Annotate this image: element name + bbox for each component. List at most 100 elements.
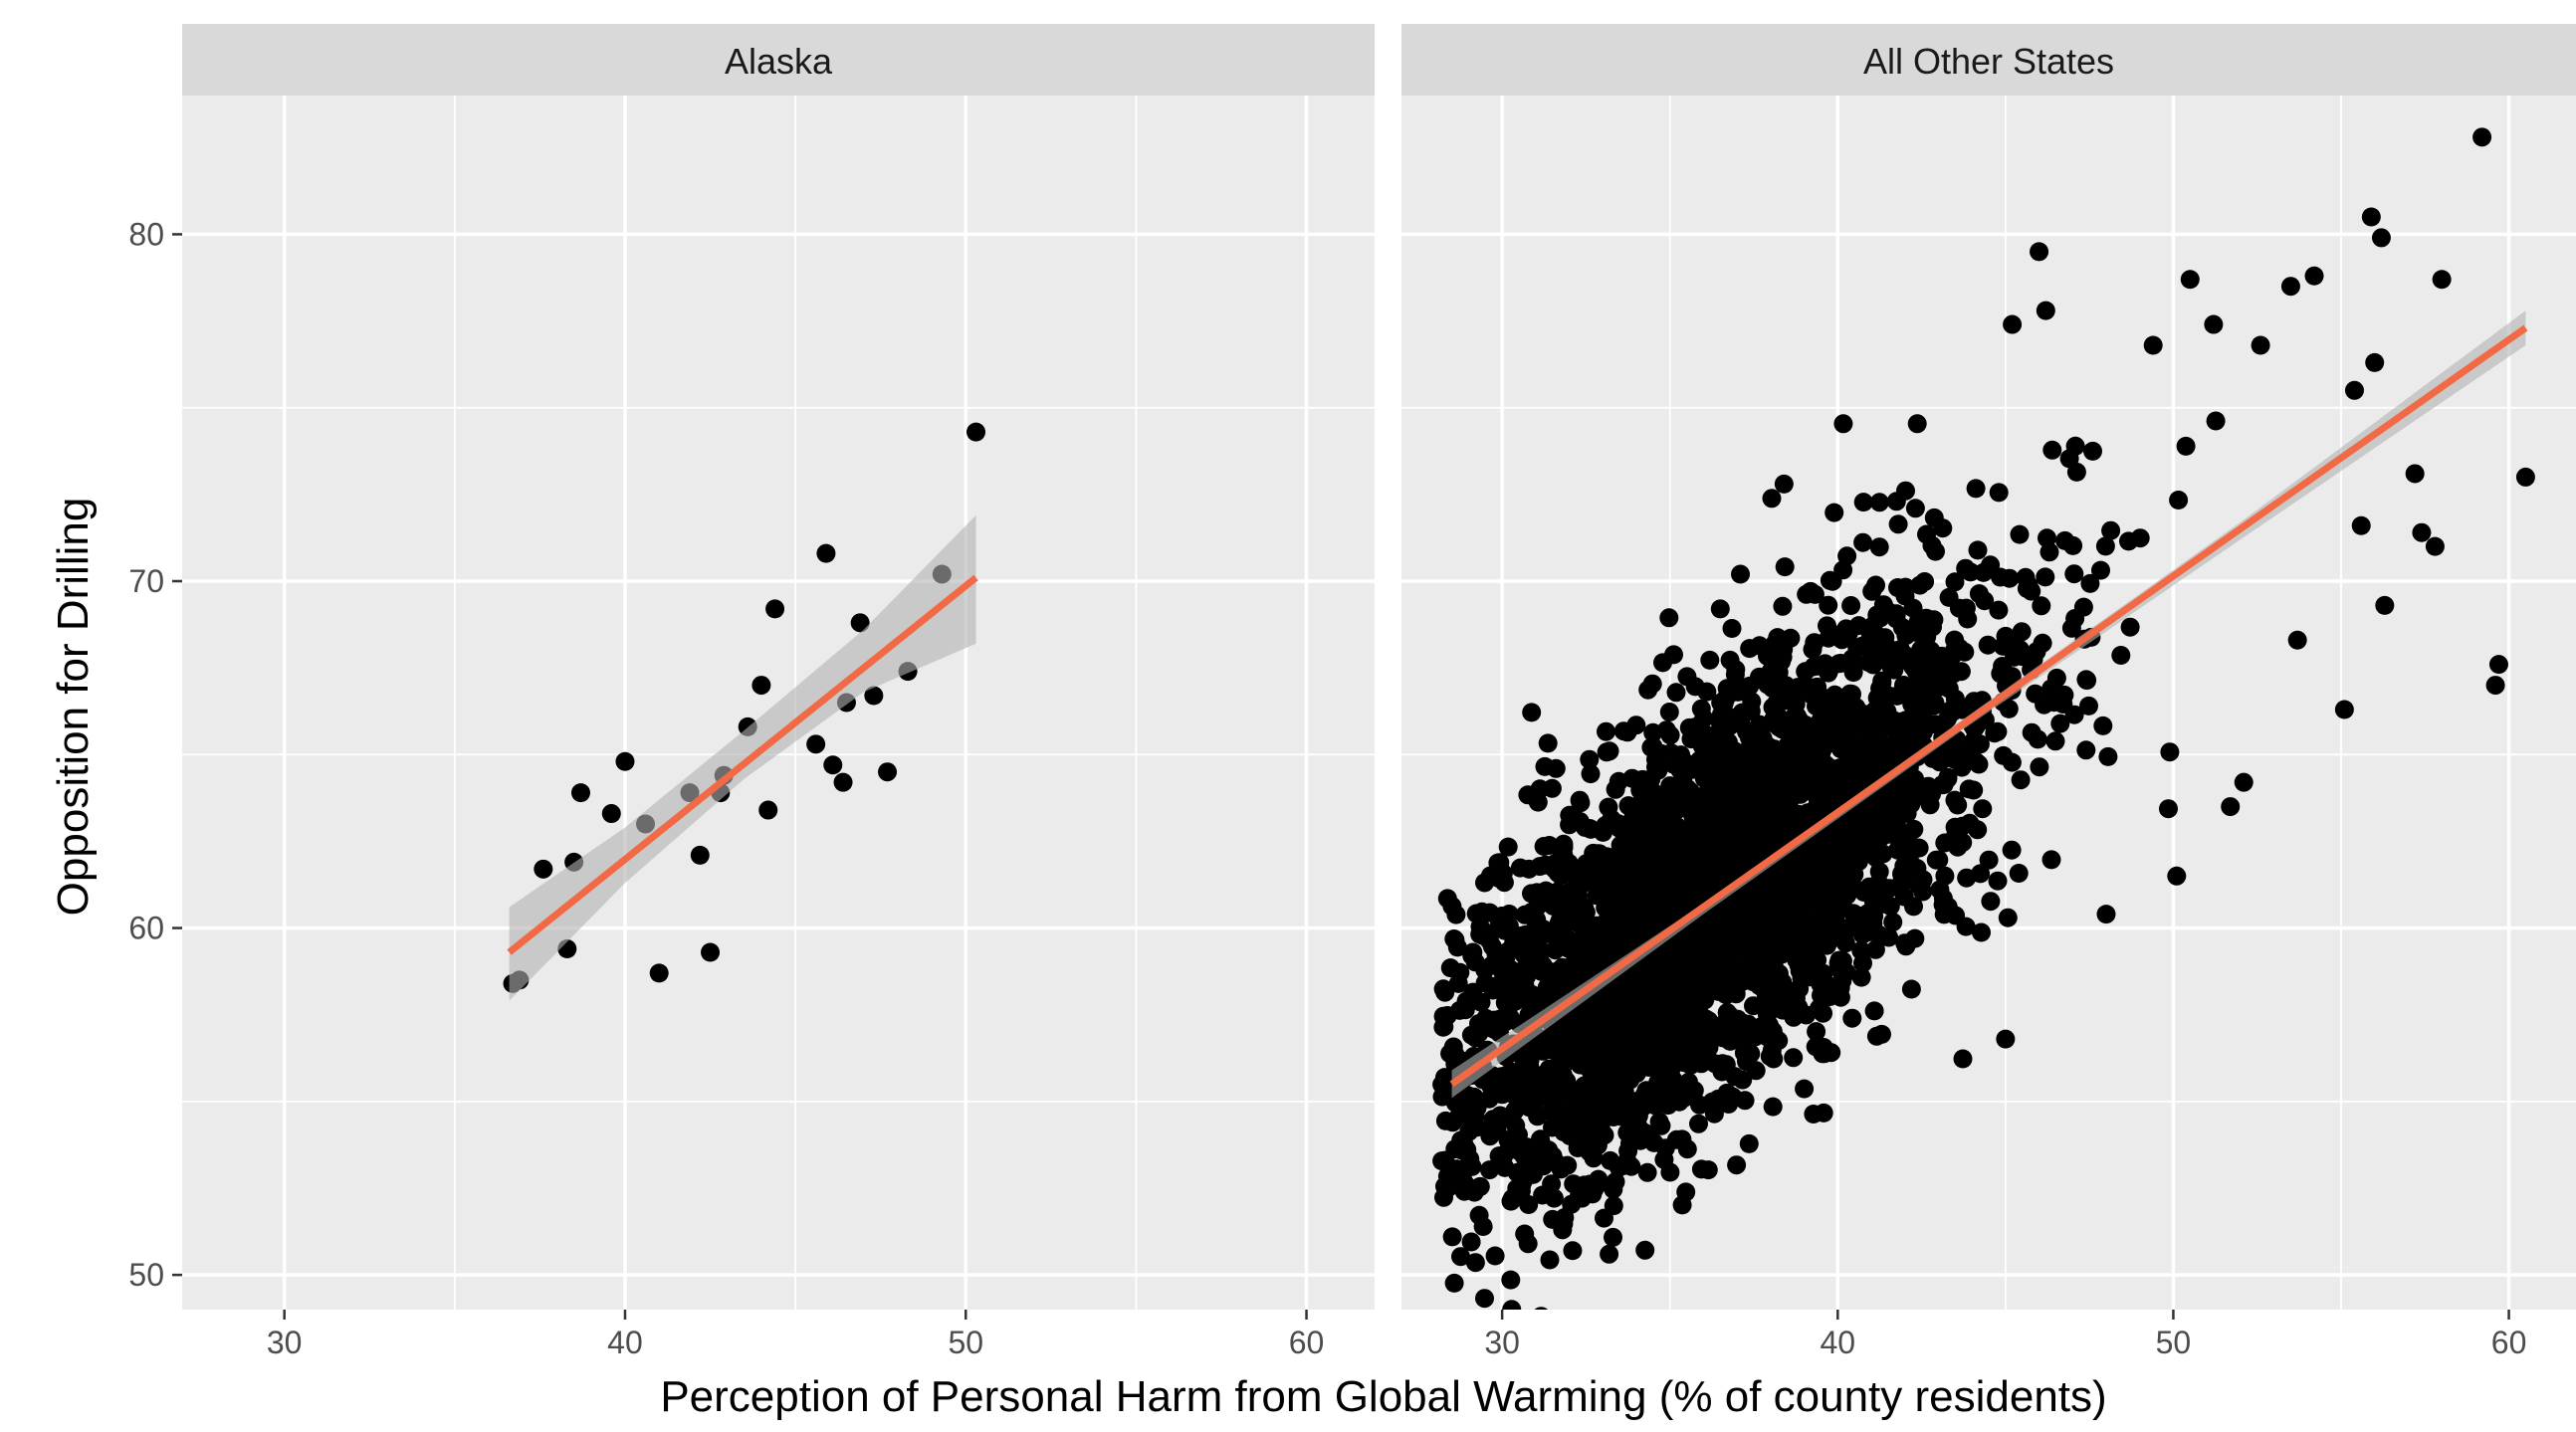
data-point bbox=[1516, 946, 1536, 966]
data-point bbox=[1625, 906, 1645, 925]
y-tick-label: 60 bbox=[128, 911, 164, 946]
data-point bbox=[2032, 596, 2051, 616]
data-point bbox=[1895, 586, 1915, 606]
data-point bbox=[1446, 905, 1466, 924]
data-point bbox=[1824, 847, 1843, 867]
facet-strip-label: All Other States bbox=[1863, 41, 2114, 82]
data-point bbox=[2045, 731, 2065, 751]
data-point bbox=[1655, 1138, 1675, 1158]
data-point bbox=[1451, 1247, 1470, 1267]
data-point bbox=[2036, 567, 2055, 587]
data-point bbox=[1646, 1009, 1665, 1029]
data-point bbox=[2096, 905, 2116, 924]
data-point bbox=[2093, 716, 2113, 735]
data-point bbox=[1668, 838, 1688, 858]
data-point bbox=[1575, 1175, 1595, 1195]
data-point bbox=[690, 845, 710, 865]
data-point bbox=[1480, 1160, 1499, 1180]
data-point bbox=[1915, 572, 1935, 591]
data-point bbox=[1634, 796, 1654, 816]
data-point bbox=[2361, 207, 2381, 227]
data-point bbox=[1432, 1087, 1452, 1107]
y-axis-title: Opposition for Drilling bbox=[49, 498, 98, 917]
data-point bbox=[1746, 1061, 1766, 1081]
data-point bbox=[1815, 889, 1834, 909]
data-point bbox=[1483, 1017, 1503, 1037]
data-point bbox=[2234, 772, 2254, 792]
data-point bbox=[2002, 752, 2022, 772]
data-point bbox=[1859, 836, 1879, 856]
data-point bbox=[1469, 1205, 1489, 1225]
data-point bbox=[2036, 301, 2055, 320]
data-point bbox=[1587, 916, 1607, 935]
data-point bbox=[1462, 1156, 1482, 1176]
data-point bbox=[1561, 963, 1580, 983]
data-point bbox=[1714, 694, 1734, 714]
data-point bbox=[1704, 847, 1724, 867]
data-point bbox=[1920, 687, 1940, 707]
data-point bbox=[1979, 850, 1999, 870]
data-point bbox=[1739, 1133, 1759, 1153]
data-point bbox=[1502, 1300, 1522, 1310]
data-point bbox=[1465, 1253, 1485, 1273]
data-point bbox=[2101, 520, 2121, 540]
data-point bbox=[1610, 897, 1629, 917]
data-point bbox=[1633, 881, 1653, 901]
data-point bbox=[2053, 695, 2073, 714]
data-point bbox=[1666, 683, 1686, 703]
data-point bbox=[1865, 701, 1885, 720]
data-point bbox=[1482, 955, 1502, 975]
data-point bbox=[2050, 714, 2070, 733]
data-point bbox=[1710, 599, 1730, 619]
data-point bbox=[1518, 1234, 1538, 1254]
data-point bbox=[1590, 844, 1610, 864]
data-point bbox=[1470, 924, 1490, 944]
data-point bbox=[534, 859, 553, 879]
data-point bbox=[1807, 1022, 1826, 1042]
data-point bbox=[1689, 964, 1708, 984]
data-point bbox=[1450, 1000, 1469, 1020]
data-point bbox=[1934, 905, 1954, 924]
data-point bbox=[1459, 1122, 1479, 1141]
data-point bbox=[1864, 1001, 1884, 1021]
data-point bbox=[1872, 671, 1892, 691]
data-point bbox=[1789, 997, 1809, 1017]
data-point bbox=[1915, 638, 1935, 658]
data-point bbox=[1555, 1080, 1575, 1100]
data-point bbox=[1720, 934, 1739, 954]
data-point bbox=[1686, 948, 1706, 968]
confidence-band bbox=[509, 514, 976, 1001]
data-point bbox=[1969, 584, 1989, 604]
data-point bbox=[2160, 742, 2180, 762]
data-point bbox=[1793, 811, 1813, 831]
data-point bbox=[878, 762, 898, 782]
data-point bbox=[2371, 228, 2391, 248]
regression-line bbox=[507, 574, 978, 955]
data-point bbox=[1989, 483, 2009, 503]
data-point bbox=[1561, 882, 1581, 902]
data-point bbox=[2472, 127, 2492, 147]
data-point bbox=[1858, 883, 1878, 903]
data-point bbox=[2485, 676, 2505, 696]
data-point bbox=[1747, 888, 1767, 908]
data-point bbox=[1627, 1092, 1647, 1111]
data-point bbox=[1524, 1095, 1544, 1115]
data-point bbox=[1452, 1311, 1471, 1330]
data-point bbox=[1793, 854, 1813, 874]
data-point bbox=[1649, 1112, 1669, 1131]
data-point bbox=[1852, 636, 1872, 656]
data-point bbox=[1479, 1121, 1499, 1140]
x-tick-label: 50 bbox=[2156, 1325, 2192, 1360]
data-point bbox=[2095, 536, 2115, 556]
data-point bbox=[2033, 633, 2052, 653]
data-point bbox=[1920, 795, 1940, 815]
data-point bbox=[1600, 1244, 1619, 1264]
data-point bbox=[1727, 1155, 1747, 1175]
data-point bbox=[1594, 822, 1612, 842]
data-point bbox=[1784, 1048, 1804, 1068]
data-point bbox=[1485, 1246, 1505, 1266]
data-point bbox=[1469, 1014, 1488, 1034]
data-point bbox=[1813, 733, 1832, 753]
data-point bbox=[1807, 697, 1825, 716]
data-point bbox=[1525, 907, 1545, 926]
